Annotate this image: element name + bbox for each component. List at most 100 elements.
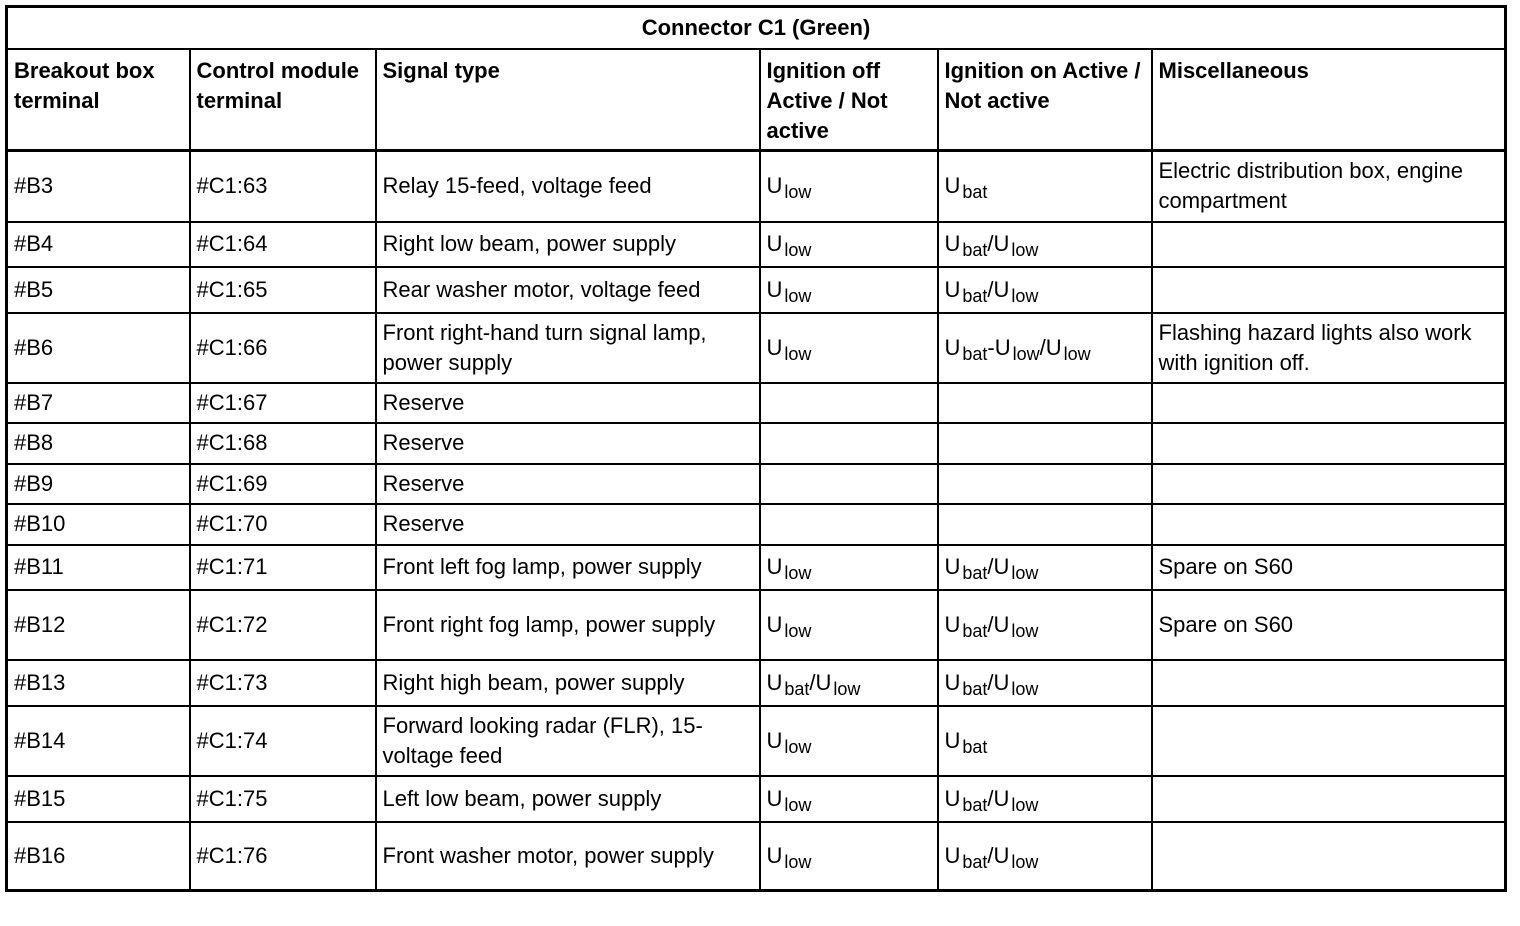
- table-row: #B16 #C1:76 Front washer motor, power supp…: [5, 820, 1507, 892]
- voltage-subscript: bat: [962, 620, 988, 641]
- signal-type-cell: Right high beam, power supply: [374, 658, 761, 707]
- table-row: #B8 #C1:68 Reserve: [5, 421, 1507, 465]
- voltage-symbol: /U: [987, 842, 1010, 868]
- miscellaneous-cell: Electric distribution box, engine compar…: [1150, 149, 1507, 223]
- miscellaneous-cell: [1150, 220, 1507, 268]
- voltage-symbol: /U: [987, 276, 1010, 302]
- miscellaneous-cell: [1150, 265, 1507, 314]
- breakout-box-terminal-cell: #B13: [5, 658, 191, 707]
- breakout-box-terminal-cell: #B14: [5, 704, 191, 777]
- connector-table: Connector C1 (Green) Breakout box termin…: [5, 5, 1507, 892]
- miscellaneous-cell: [1150, 774, 1507, 823]
- voltage-subscript: low: [784, 851, 812, 872]
- ignition-on-cell: [936, 381, 1153, 424]
- header-signal-type: Signal type: [374, 48, 761, 152]
- signal-type-cell: Reserve: [374, 462, 761, 505]
- voltage-symbol: U: [944, 611, 961, 637]
- breakout-box-terminal-cell: #B10: [5, 502, 191, 546]
- signal-type-cell: Right low beam, power supply: [374, 220, 761, 268]
- breakout-box-terminal-cell: #B8: [5, 421, 191, 465]
- control-module-terminal-cell: #C1:70: [188, 502, 377, 546]
- voltage-subscript: low: [833, 678, 861, 699]
- control-module-terminal-cell: #C1:72: [188, 588, 377, 661]
- voltage-symbol: U: [944, 173, 961, 199]
- table-row: #B10 #C1:70 Reserve: [5, 502, 1507, 546]
- control-module-terminal-cell: #C1:66: [188, 311, 377, 384]
- voltage-symbol: /U: [987, 785, 1010, 811]
- voltage-subscript: bat: [962, 240, 988, 260]
- signal-type-cell: Reserve: [374, 421, 761, 465]
- table-title: Connector C1 (Green): [5, 5, 1507, 50]
- voltage-subscript: low: [1012, 343, 1040, 364]
- breakout-box-terminal-cell: #B9: [5, 462, 191, 505]
- voltage-symbol: U: [766, 611, 783, 637]
- ignition-on-cell: [936, 462, 1153, 505]
- signal-type-cell: Relay 15-feed, voltage feed: [374, 149, 761, 223]
- voltage-subscript: low: [1011, 240, 1039, 260]
- voltage-subscript: low: [1011, 794, 1039, 815]
- breakout-box-terminal-cell: #B6: [5, 311, 191, 384]
- voltage-symbol: U: [766, 334, 783, 360]
- voltage-subscript: low: [1011, 620, 1039, 641]
- ignition-off-cell: [758, 462, 939, 505]
- table-row: #B7 #C1:67 Reserve: [5, 381, 1507, 424]
- voltage-subscript: bat: [962, 736, 988, 757]
- table-row: #B6 #C1:66 Front right-hand turn signal la…: [5, 311, 1507, 384]
- voltage-symbol: U: [766, 785, 783, 811]
- signal-type-cell: Front right fog lamp, power supply: [374, 588, 761, 661]
- voltage-subscript: low: [784, 736, 812, 757]
- miscellaneous-cell: [1150, 820, 1507, 892]
- control-module-terminal-cell: #C1:71: [188, 543, 377, 591]
- table-row: #B14 #C1:74 Forward looking radar (FLR), 1…: [5, 704, 1507, 777]
- signal-type-cell: Reserve: [374, 381, 761, 424]
- breakout-box-terminal-cell: #B7: [5, 381, 191, 424]
- miscellaneous-cell: Spare on S60: [1150, 588, 1507, 661]
- control-module-terminal-cell: #C1:64: [188, 220, 377, 268]
- voltage-subscript: low: [784, 285, 812, 306]
- voltage-symbol: U: [766, 231, 783, 256]
- control-module-terminal-cell: #C1:75: [188, 774, 377, 823]
- miscellaneous-cell: [1150, 704, 1507, 777]
- signal-type-cell: Front left fog lamp, power supply: [374, 543, 761, 591]
- voltage-subscript: low: [784, 620, 812, 641]
- miscellaneous-cell: Flashing hazard lights also work with ig…: [1150, 311, 1507, 384]
- voltage-subscript: low: [784, 240, 812, 260]
- voltage-subscript: bat: [962, 678, 988, 699]
- control-module-terminal-cell: #C1:69: [188, 462, 377, 505]
- voltage-symbol: U: [944, 276, 961, 302]
- voltage-symbol: U: [944, 554, 961, 579]
- voltage-symbol: U: [766, 554, 783, 579]
- ignition-off-cell: [758, 381, 939, 424]
- voltage-symbol: /U: [987, 554, 1010, 579]
- voltage-subscript: low: [1063, 343, 1091, 364]
- header-breakout-box-terminal: Breakout box terminal: [5, 48, 191, 152]
- voltage-subscript: low: [1011, 285, 1039, 306]
- voltage-symbol: U: [766, 842, 783, 868]
- breakout-box-terminal-cell: #B12: [5, 588, 191, 661]
- voltage-symbol: U: [766, 173, 783, 199]
- signal-type-cell: Reserve: [374, 502, 761, 546]
- voltage-subscript: low: [784, 563, 812, 583]
- voltage-symbol: /U: [987, 669, 1010, 695]
- voltage-symbol: U: [944, 842, 961, 868]
- header-ignition-on: Ignition on Active / Not active: [936, 48, 1153, 152]
- voltage-symbol: U: [766, 727, 783, 753]
- miscellaneous-cell: [1150, 381, 1507, 424]
- voltage-subscript: low: [784, 343, 812, 364]
- voltage-subscript: bat: [962, 563, 988, 583]
- voltage-subscript: low: [1011, 678, 1039, 699]
- control-module-terminal-cell: #C1:68: [188, 421, 377, 465]
- miscellaneous-cell: [1150, 421, 1507, 465]
